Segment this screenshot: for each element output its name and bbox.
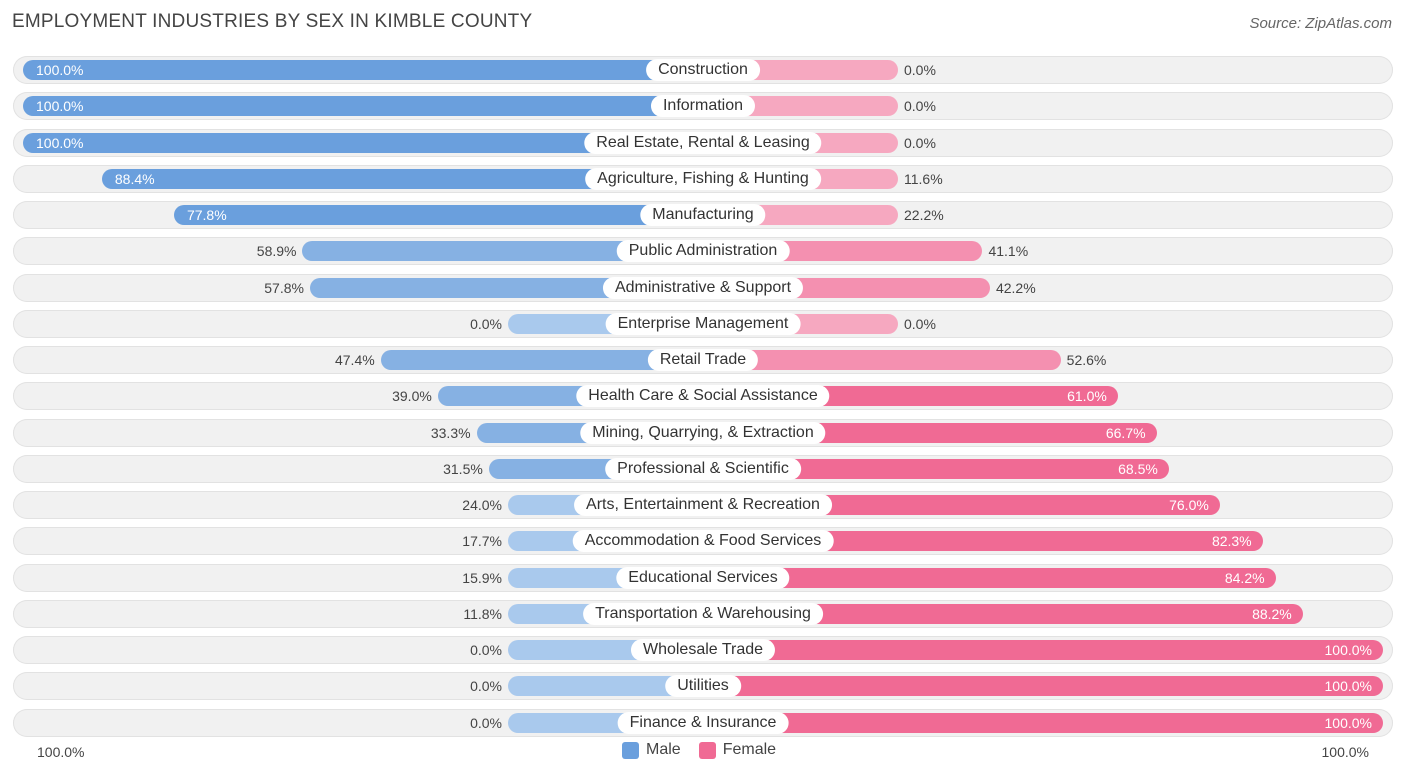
data-label-female: 0.0% (904, 98, 936, 115)
data-label-male: 58.9% (256, 243, 297, 260)
bar-male (173, 205, 703, 225)
category-label: Manufacturing (640, 204, 766, 226)
data-label-female: 0.0% (904, 315, 936, 332)
data-label-female: 100.0% (1324, 678, 1372, 695)
data-label-female: 68.5% (1118, 460, 1158, 477)
category-label: Mining, Quarrying, & Extraction (580, 421, 826, 444)
bar-female (703, 676, 1383, 697)
data-label-male: 31.5% (443, 460, 483, 477)
legend-label-female: Female (722, 741, 777, 758)
bar-male (23, 96, 703, 117)
chart-title: EMPLOYMENT INDUSTRIES BY SEX IN KIMBLE C… (12, 11, 533, 32)
data-label-female: 41.1% (988, 243, 1029, 260)
bar-female (703, 567, 1276, 588)
category-label: Retail Trade (647, 349, 759, 371)
data-label-male: 0.0% (470, 678, 502, 695)
bar-female (703, 603, 1303, 624)
legend-label-male: Male (646, 741, 681, 758)
data-label-female: 100.0% (1324, 642, 1372, 658)
data-label-male: 47.4% (334, 352, 375, 368)
category-label: Real Estate, Rental & Leasing (584, 131, 822, 154)
data-label-male: 77.8% (186, 207, 227, 223)
data-label-male: 100.0% (36, 134, 84, 151)
data-label-female: 76.0% (1169, 497, 1209, 513)
category-label: Health Care & Social Assistance (576, 385, 830, 408)
data-label-male: 100.0% (36, 62, 84, 78)
category-label: Wholesale Trade (630, 639, 776, 661)
data-label-male: 15.9% (462, 569, 502, 586)
legend-swatch-female (698, 741, 716, 759)
source-credit: Source: ZipAtlas.com (1249, 15, 1392, 32)
data-label-female: 82.3% (1211, 533, 1252, 550)
bar-female (703, 531, 1263, 552)
category-label: Construction (646, 59, 760, 81)
category-label: Accommodation & Food Services (572, 530, 834, 553)
data-label-male: 0.0% (470, 642, 502, 658)
data-label-male: 33.3% (430, 424, 471, 441)
data-label-male: 0.0% (470, 714, 502, 731)
category-label: Enterprise Management (605, 312, 801, 335)
data-label-male: 39.0% (392, 388, 432, 405)
axis-label-right: 100.0% (1321, 744, 1369, 760)
data-label-female: 22.2% (904, 207, 944, 223)
data-label-female: 84.2% (1224, 569, 1265, 586)
category-label: Administrative & Support (602, 276, 804, 299)
bar-male (380, 350, 703, 370)
category-label: Utilities (665, 675, 741, 698)
data-label-male: 24.0% (462, 497, 502, 513)
bar-female (703, 495, 1220, 515)
category-label: Professional & Scientific (605, 457, 801, 480)
data-label-female: 11.6% (904, 170, 943, 187)
bar-female (703, 640, 1383, 660)
data-label-female: 61.0% (1067, 388, 1107, 405)
data-label-female: 88.2% (1252, 605, 1292, 622)
data-label-female: 100.0% (1324, 714, 1372, 731)
data-label-male: 88.4% (114, 170, 155, 187)
category-label: Information (650, 95, 756, 118)
data-label-female: 0.0% (904, 134, 936, 151)
bar-female (703, 712, 1383, 733)
bar-female (703, 458, 1169, 479)
data-label-female: 52.6% (1066, 352, 1107, 368)
category-label: Public Administration (616, 240, 790, 263)
legend-swatch-male (622, 741, 639, 759)
data-label-female: 42.2% (995, 279, 1036, 296)
category-label: Agriculture, Fishing & Hunting (585, 167, 821, 190)
bar-male (101, 168, 703, 189)
data-label-male: 100.0% (36, 98, 84, 115)
legend-item-male: Male (622, 741, 681, 759)
data-label-male: 0.0% (470, 315, 502, 332)
legend-item-female: Female (698, 741, 777, 759)
data-label-male: 17.7% (462, 533, 502, 550)
data-label-female: 66.7% (1105, 424, 1146, 441)
category-label: Educational Services (616, 566, 790, 589)
data-label-male: 11.8% (463, 605, 502, 622)
bar-male (508, 676, 703, 697)
data-label-female: 0.0% (904, 62, 936, 78)
axis-label-left: 100.0% (37, 744, 85, 760)
legend: Male Female (622, 741, 794, 759)
category-label: Arts, Entertainment & Recreation (574, 494, 832, 516)
bar-male (23, 132, 703, 153)
data-label-male: 57.8% (264, 279, 304, 296)
category-label: Finance & Insurance (617, 711, 789, 734)
bar-male (302, 241, 703, 262)
category-label: Transportation & Warehousing (583, 602, 823, 625)
bar-male (23, 60, 703, 80)
bar-female (703, 350, 1061, 370)
